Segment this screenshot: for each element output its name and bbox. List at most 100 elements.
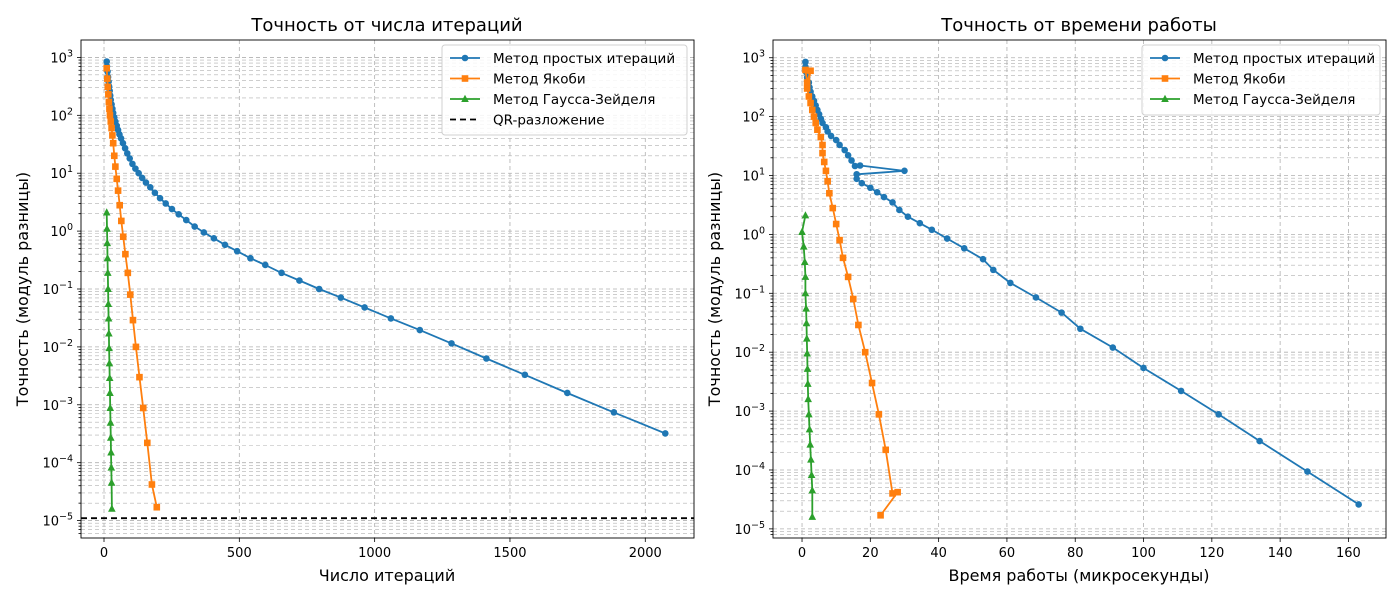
data-point [836, 141, 843, 149]
data-point [361, 304, 368, 311]
data-point [877, 512, 884, 519]
legend: Метод простых итераций Метод Якоби Метод Г… [441, 44, 688, 136]
data-point [1140, 364, 1147, 372]
data-point [803, 334, 811, 342]
data-point [461, 75, 469, 82]
y-tick-label: 102 [50, 106, 73, 124]
data-point [1007, 279, 1014, 287]
data-point [162, 200, 170, 207]
data-point [819, 149, 826, 157]
data-point [104, 83, 112, 91]
y-tick-label: 103 [50, 48, 73, 66]
data-point [802, 304, 810, 312]
data-point [109, 139, 117, 147]
data-point [104, 299, 113, 308]
data-point [168, 205, 176, 213]
data-point [822, 167, 830, 175]
data-point [853, 170, 860, 178]
x-tick-label: 1000 [358, 546, 391, 561]
data-point [118, 217, 125, 225]
y-tick-label: 10−3 [42, 396, 73, 414]
data-point [817, 133, 825, 141]
data-point [803, 79, 811, 86]
data-point [138, 174, 146, 182]
data-point [221, 241, 229, 249]
x-tick-label: 100 [1131, 546, 1156, 561]
data-point [916, 219, 924, 227]
data-point [1058, 309, 1065, 316]
data-point [808, 486, 817, 494]
legend-entry: Метод Якоби [450, 72, 586, 88]
plot-frame [772, 39, 1387, 539]
y-tick-label: 101 [50, 164, 73, 182]
data-point [1215, 411, 1222, 418]
data-point [894, 488, 901, 496]
data-point [105, 343, 113, 352]
data-point [210, 235, 218, 242]
data-point [109, 132, 116, 139]
data-point [868, 379, 876, 387]
x-tick-label: 140 [1268, 546, 1293, 561]
data-point [105, 359, 114, 367]
x-tick-label: 500 [227, 546, 252, 561]
legend-box [441, 44, 688, 136]
data-point [808, 106, 816, 114]
chart-title: Точность от времени работы [940, 15, 1217, 36]
data-point [889, 199, 896, 206]
data-point [175, 211, 183, 218]
data-point [851, 162, 859, 170]
chart-title: Точность от числа итераций [250, 15, 522, 36]
data-point [107, 463, 116, 471]
data-point [803, 349, 811, 357]
data-point [262, 261, 269, 269]
data-point [103, 75, 111, 82]
data-point [802, 319, 811, 327]
x-tick-label: 20 [862, 546, 879, 561]
data-point [416, 326, 424, 334]
y-tick-label: 101 [742, 167, 765, 185]
x-axis-label: Время работы (микросекунды) [949, 566, 1210, 585]
series-square [802, 66, 901, 519]
data-point [132, 165, 139, 172]
data-point [521, 371, 529, 379]
x-tick-label: 1500 [493, 546, 526, 561]
data-point [829, 204, 837, 212]
data-point [105, 329, 113, 337]
y-axis-label: Точность (модуль разницы) [13, 172, 32, 407]
plot-frame [80, 39, 695, 539]
data-point [315, 285, 323, 293]
data-point [896, 206, 903, 214]
y-tick-label: 10−4 [734, 461, 765, 479]
data-point [824, 177, 831, 185]
data-point [810, 113, 818, 120]
y-tick-label: 10−4 [42, 454, 73, 472]
data-point [102, 208, 111, 216]
data-point [132, 343, 140, 351]
data-point [337, 294, 345, 301]
series-lines [798, 58, 1362, 520]
x-tick-label: 40 [930, 546, 947, 561]
data-point [807, 67, 814, 75]
data-point [807, 455, 815, 463]
legend-entry: Метод Гаусса-Зейделя [450, 92, 655, 108]
data-point [1161, 94, 1169, 102]
legend-entry: QR-разложение [450, 113, 605, 129]
series-square [103, 64, 161, 511]
data-point [106, 433, 115, 441]
data-point [824, 128, 831, 135]
data-point [848, 157, 855, 164]
data-point [123, 150, 131, 157]
legend: Метод простых итераций Метод Якоби Метод Г… [1141, 44, 1381, 116]
data-point [122, 250, 129, 258]
data-point [146, 184, 154, 191]
data-point [104, 284, 112, 292]
data-point [112, 163, 119, 170]
legend-label: QR-разложение [493, 113, 605, 129]
data-point [106, 388, 114, 396]
data-point [129, 160, 136, 168]
y-axis-label: Точность (модуль разницы) [705, 172, 724, 407]
legend-label: Метод Якоби [493, 72, 586, 88]
x-tick-label: 60 [999, 546, 1016, 561]
data-point [1256, 437, 1263, 445]
data-point [904, 213, 912, 220]
